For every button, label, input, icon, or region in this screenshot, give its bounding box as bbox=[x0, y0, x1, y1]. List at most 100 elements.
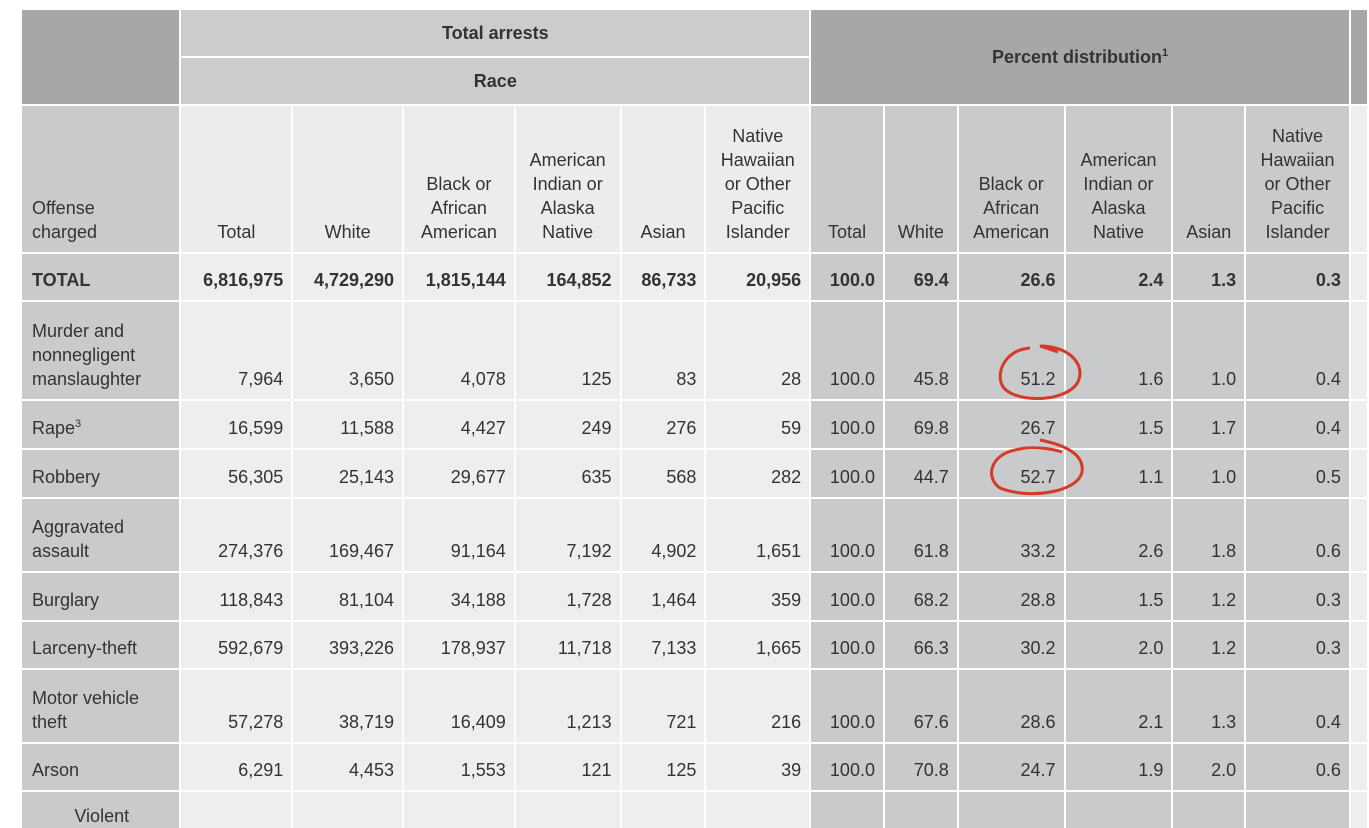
percent-cell: 44.7 bbox=[882, 448, 959, 499]
cell-text: 91,164 bbox=[450, 541, 506, 561]
group-header: Total arrests bbox=[179, 8, 812, 58]
column-header: White bbox=[882, 104, 959, 254]
count-cell: 1,651 bbox=[704, 497, 812, 573]
count-cell: 28 bbox=[704, 300, 812, 401]
percent-cell: 100.0 bbox=[809, 300, 885, 401]
column-blank bbox=[1348, 252, 1369, 302]
cell-text: 0.3 bbox=[1315, 590, 1341, 610]
offense-label: TOTAL bbox=[19, 252, 182, 302]
table-row: Murder and nonnegligent manslaughter 7,96… bbox=[19, 300, 1369, 401]
cell-text: White bbox=[324, 222, 371, 242]
offense-label: Violent bbox=[19, 790, 182, 828]
cell-text: 38,719 bbox=[338, 712, 395, 732]
count-cell: 1,213 bbox=[513, 668, 622, 744]
cell-text: 1.8 bbox=[1211, 541, 1237, 561]
cell-text: 67.6 bbox=[913, 712, 949, 732]
group-header: Race bbox=[179, 56, 812, 106]
cell-text: 24.7 bbox=[1020, 760, 1056, 780]
count-cell: 7,133 bbox=[619, 620, 707, 670]
cell-text: 216 bbox=[771, 712, 802, 732]
cell-text: Total arrests bbox=[441, 23, 549, 43]
cell-text: 4,427 bbox=[460, 418, 506, 438]
count-cell: 282 bbox=[704, 448, 812, 499]
percent-cell: 2.6 bbox=[1063, 497, 1174, 573]
percent-cell: 66.3 bbox=[882, 620, 959, 670]
cell-text: 69.8 bbox=[913, 418, 949, 438]
percent-cell bbox=[882, 790, 959, 828]
cell-text: Rape bbox=[32, 418, 76, 438]
cell-text: 2.6 bbox=[1138, 541, 1164, 561]
table-row: Aggravated assault 274,376 169,467 91,164 7,… bbox=[19, 497, 1369, 573]
count-cell: 635 bbox=[513, 448, 622, 499]
cell-text: 16,409 bbox=[450, 712, 506, 732]
cell-text: Arson bbox=[32, 760, 80, 780]
percent-cell: 28.6 bbox=[956, 668, 1066, 744]
column-header: Native Hawaiian or Other Pacific Islande… bbox=[1244, 104, 1351, 254]
cell-text: 66.3 bbox=[913, 638, 949, 658]
cell-text: 276 bbox=[666, 418, 697, 438]
count-cell: 216 bbox=[704, 668, 812, 744]
cell-text: 125 bbox=[581, 369, 612, 389]
cell-text: 282 bbox=[771, 467, 802, 487]
cell-text: 274,376 bbox=[218, 541, 284, 561]
cell-text: White bbox=[897, 222, 944, 242]
count-cell: 81,104 bbox=[291, 571, 405, 622]
table-row: Robbery 56,305 25,143 29,677 635 568 282 100.0 4… bbox=[19, 448, 1369, 499]
cell-text: 70.8 bbox=[913, 760, 949, 780]
count-cell: 1,728 bbox=[513, 571, 622, 622]
count-cell: 1,665 bbox=[704, 620, 812, 670]
percent-cell: 0.3 bbox=[1244, 571, 1351, 622]
percent-cell: 2.0 bbox=[1171, 742, 1247, 792]
percent-cell: 52.7 bbox=[956, 448, 1066, 499]
cell-text: 100.0 bbox=[829, 760, 875, 780]
cell-text: 100.0 bbox=[829, 638, 875, 658]
percent-cell bbox=[956, 790, 1066, 828]
cell-text: 1.1 bbox=[1138, 467, 1164, 487]
cell-text: 44.7 bbox=[913, 467, 949, 487]
count-cell: 34,188 bbox=[402, 571, 516, 622]
cell-text: 1.7 bbox=[1211, 418, 1237, 438]
cell-text: 59 bbox=[781, 418, 802, 438]
cell-text: 4,729,290 bbox=[313, 270, 395, 290]
cell-text: 20,956 bbox=[746, 270, 802, 290]
count-cell bbox=[513, 790, 622, 828]
cell-text: 52.7 bbox=[1020, 467, 1056, 487]
cell-text: 1.2 bbox=[1211, 638, 1237, 658]
column-blank bbox=[1348, 620, 1369, 670]
percent-cell: 0.6 bbox=[1244, 497, 1351, 573]
offense-label: Robbery bbox=[19, 448, 182, 499]
cell-text: 61.8 bbox=[913, 541, 949, 561]
count-cell: 4,729,290 bbox=[291, 252, 405, 302]
column-blank bbox=[1348, 448, 1369, 499]
column-blank bbox=[1348, 497, 1369, 573]
cell-text: 100.0 bbox=[829, 712, 875, 732]
count-cell: 11,588 bbox=[291, 399, 405, 450]
cell-text: Race bbox=[473, 71, 517, 91]
cell-text: 1.9 bbox=[1138, 760, 1164, 780]
percent-cell: 100.0 bbox=[809, 668, 885, 744]
offense-label: Rape3 bbox=[19, 399, 182, 450]
cell-text: 83 bbox=[676, 369, 697, 389]
cell-text: 86,733 bbox=[641, 270, 697, 290]
cell-text: 100.0 bbox=[829, 590, 875, 610]
percent-cell: 0.6 bbox=[1244, 742, 1351, 792]
cell-text: 28 bbox=[781, 369, 802, 389]
cell-text: 1,815,144 bbox=[425, 270, 506, 290]
column-header: Asian bbox=[1171, 104, 1247, 254]
percent-cell: 0.4 bbox=[1244, 668, 1351, 744]
percent-cell: 1.3 bbox=[1171, 668, 1247, 744]
cell-text: 1.3 bbox=[1211, 712, 1237, 732]
percent-cell: 1.5 bbox=[1063, 399, 1174, 450]
count-cell: 20,956 bbox=[704, 252, 812, 302]
cell-text: 69.4 bbox=[913, 270, 949, 290]
footnote-mark: 3 bbox=[75, 418, 82, 430]
percent-cell: 0.4 bbox=[1244, 300, 1351, 401]
cell-text: Robbery bbox=[32, 467, 101, 487]
cell-text: 169,467 bbox=[328, 541, 395, 561]
table-row: Motor vehicle theft 57,278 38,719 16,409 1,2… bbox=[19, 668, 1369, 744]
percent-cell: 100.0 bbox=[809, 620, 885, 670]
cell-text: 45.8 bbox=[913, 369, 949, 389]
offense-label: Aggravated assault bbox=[19, 497, 182, 573]
percent-cell: 33.2 bbox=[956, 497, 1066, 573]
